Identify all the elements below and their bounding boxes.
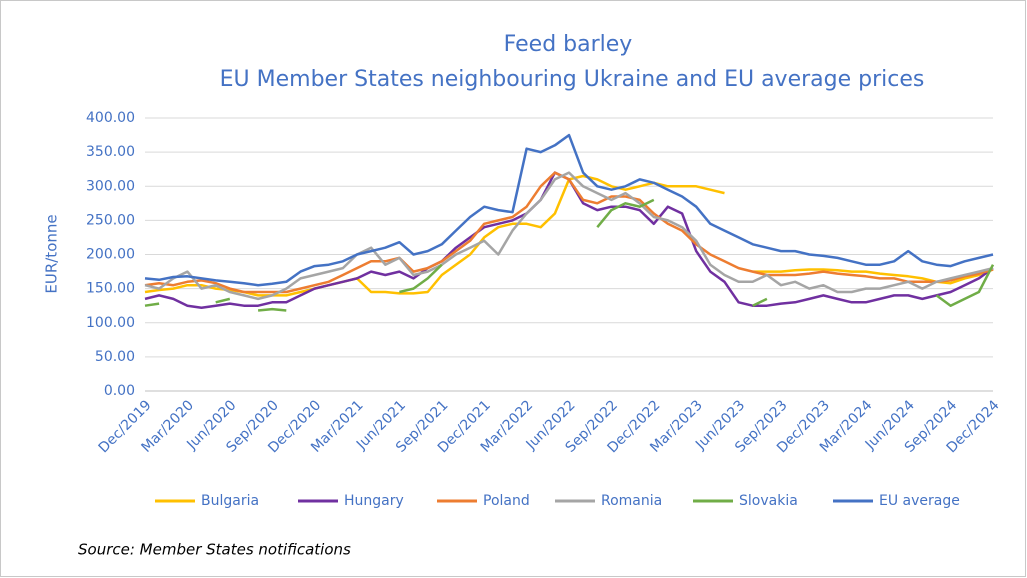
legend-label: Hungary [344,493,404,509]
y-tick-label: 350.00 [86,144,135,160]
y-tick-label: 300.00 [86,178,135,194]
chart-title: Feed barley [504,32,633,57]
y-axis-label: EUR/tonne [43,214,61,293]
y-tick-label: 250.00 [86,212,135,228]
legend-label: Poland [483,493,530,509]
y-tick-label: 100.00 [86,315,135,331]
legend-label: Bulgaria [201,493,259,509]
legend-label: EU average [879,493,960,509]
series-line [144,171,994,301]
y-tick-label: 200.00 [86,247,135,263]
y-tick-label: 0.00 [104,383,135,399]
series-line [144,198,995,312]
series-line [144,171,994,294]
source-note: Source: Member States notifications [78,541,351,559]
y-tick-label: 150.00 [86,281,135,297]
y-tick-label: 50.00 [95,349,135,365]
series-line [144,133,994,287]
legend-label: Romania [601,493,662,509]
y-tick-label: 400.00 [86,110,135,126]
chart-title: EU Member States neighbouring Ukraine an… [220,67,925,92]
legend-label: Slovakia [739,493,798,509]
